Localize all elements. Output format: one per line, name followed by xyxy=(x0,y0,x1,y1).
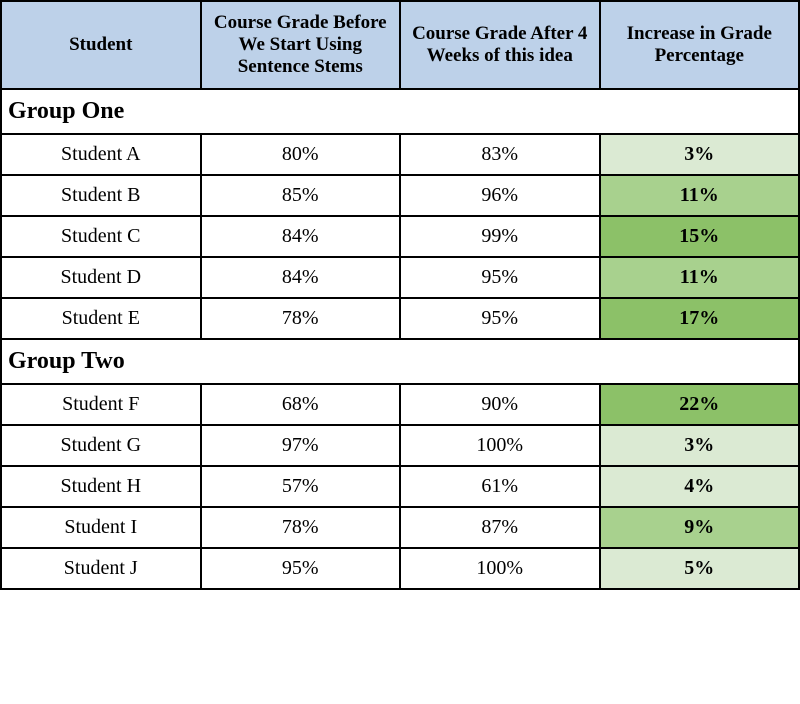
cell-after: 61% xyxy=(400,466,600,507)
grades-table: Student Course Grade Before We Start Usi… xyxy=(0,0,800,590)
table-row: Student B85%96%11% xyxy=(1,175,799,216)
table-body: Group OneStudent A80%83%3%Student B85%96… xyxy=(1,89,799,589)
cell-after: 83% xyxy=(400,134,600,175)
cell-after: 96% xyxy=(400,175,600,216)
cell-increase: 9% xyxy=(600,507,800,548)
cell-increase: 5% xyxy=(600,548,800,589)
group-label: Group One xyxy=(1,89,799,134)
cell-student: Student J xyxy=(1,548,201,589)
cell-before: 78% xyxy=(201,507,401,548)
cell-after: 87% xyxy=(400,507,600,548)
cell-before: 80% xyxy=(201,134,401,175)
group-label: Group Two xyxy=(1,339,799,384)
cell-before: 97% xyxy=(201,425,401,466)
cell-before: 95% xyxy=(201,548,401,589)
cell-increase: 3% xyxy=(600,425,800,466)
cell-increase: 15% xyxy=(600,216,800,257)
cell-after: 95% xyxy=(400,298,600,339)
cell-after: 99% xyxy=(400,216,600,257)
table-row: Student C84%99%15% xyxy=(1,216,799,257)
cell-student: Student C xyxy=(1,216,201,257)
cell-increase: 11% xyxy=(600,257,800,298)
table-row: Student G97%100%3% xyxy=(1,425,799,466)
cell-increase: 17% xyxy=(600,298,800,339)
cell-increase: 11% xyxy=(600,175,800,216)
cell-student: Student B xyxy=(1,175,201,216)
table-row: Student D84%95%11% xyxy=(1,257,799,298)
cell-student: Student F xyxy=(1,384,201,425)
cell-after: 90% xyxy=(400,384,600,425)
table-row: Student F68%90%22% xyxy=(1,384,799,425)
cell-student: Student E xyxy=(1,298,201,339)
group-header-row: Group One xyxy=(1,89,799,134)
cell-before: 78% xyxy=(201,298,401,339)
cell-increase: 3% xyxy=(600,134,800,175)
cell-student: Student I xyxy=(1,507,201,548)
cell-after: 100% xyxy=(400,548,600,589)
cell-before: 57% xyxy=(201,466,401,507)
table-row: Student E78%95%17% xyxy=(1,298,799,339)
cell-student: Student A xyxy=(1,134,201,175)
cell-before: 85% xyxy=(201,175,401,216)
group-header-row: Group Two xyxy=(1,339,799,384)
col-after: Course Grade After 4 Weeks of this idea xyxy=(400,1,600,89)
cell-student: Student H xyxy=(1,466,201,507)
table-row: Student I78%87%9% xyxy=(1,507,799,548)
cell-student: Student D xyxy=(1,257,201,298)
cell-student: Student G xyxy=(1,425,201,466)
cell-increase: 22% xyxy=(600,384,800,425)
table-row: Student H57%61%4% xyxy=(1,466,799,507)
table-row: Student J95%100%5% xyxy=(1,548,799,589)
table-row: Student A80%83%3% xyxy=(1,134,799,175)
col-increase: Increase in Grade Percentage xyxy=(600,1,800,89)
cell-after: 100% xyxy=(400,425,600,466)
col-student: Student xyxy=(1,1,201,89)
col-before: Course Grade Before We Start Using Sente… xyxy=(201,1,401,89)
cell-increase: 4% xyxy=(600,466,800,507)
cell-before: 84% xyxy=(201,257,401,298)
cell-before: 84% xyxy=(201,216,401,257)
header-row: Student Course Grade Before We Start Usi… xyxy=(1,1,799,89)
cell-after: 95% xyxy=(400,257,600,298)
cell-before: 68% xyxy=(201,384,401,425)
